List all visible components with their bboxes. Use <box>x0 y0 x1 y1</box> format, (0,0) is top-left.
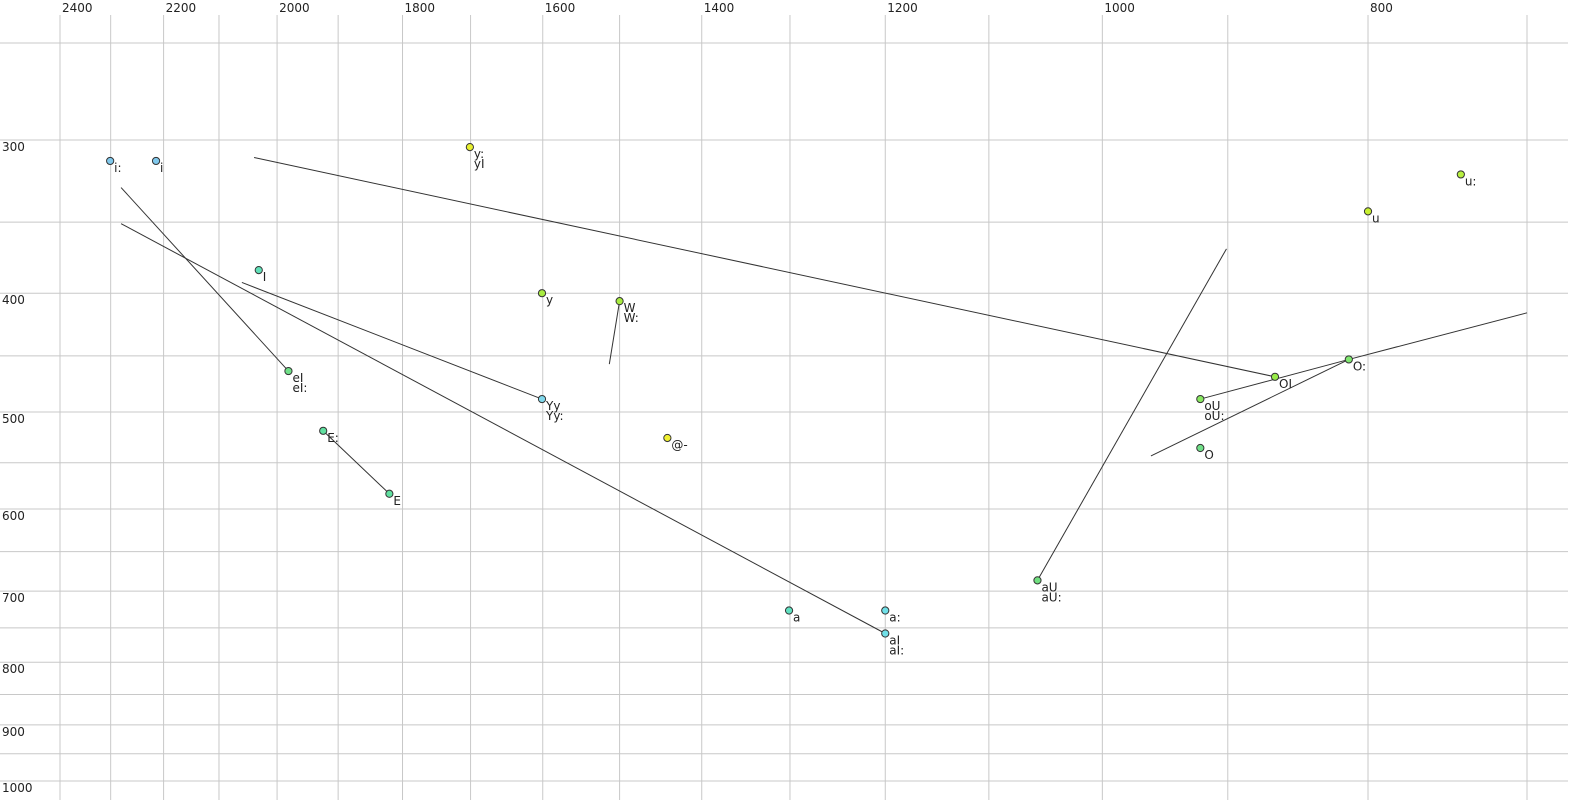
vowel-point <box>1456 170 1465 179</box>
trajectory <box>120 223 886 634</box>
trajectory <box>1037 248 1227 581</box>
vowel-label: W <box>624 301 636 315</box>
trajectory <box>253 157 1276 378</box>
vowel-point <box>319 426 328 435</box>
vowel-point <box>151 156 161 166</box>
vowel-point <box>465 143 474 152</box>
vowel-label: aI: <box>889 643 904 657</box>
y-tick-label: 700 <box>2 591 25 605</box>
vowel-label: aU <box>1041 580 1057 594</box>
vowel-label: aU: <box>1041 590 1061 604</box>
y-tick-label: 800 <box>2 662 25 676</box>
vowel-label: a <box>793 611 800 625</box>
y-tick-label: 400 <box>2 293 25 307</box>
trajectory <box>608 301 621 365</box>
trajectory <box>1150 358 1350 457</box>
y-tick-label: 900 <box>2 725 25 739</box>
vowel-label: yI <box>474 157 485 171</box>
y-tick-label: 500 <box>2 412 25 426</box>
vowel-point <box>106 156 115 166</box>
vowel-label: oU <box>1204 399 1220 413</box>
x-tick-label: 1200 <box>887 1 918 15</box>
vowel-label: oU: <box>1204 409 1224 423</box>
vowel-point <box>1196 394 1205 404</box>
vowel-label: i: <box>114 161 121 175</box>
vowel-point <box>254 265 263 275</box>
vowel-label: W: <box>624 311 639 325</box>
vowel-label: aI <box>889 633 900 647</box>
vowel-point <box>615 297 624 306</box>
vowel-label: @- <box>671 438 687 452</box>
vowel-label: E: <box>327 431 339 445</box>
x-tick-label: 1000 <box>1104 1 1135 15</box>
y-tick-label: 600 <box>2 509 25 523</box>
vowel-label: O: <box>1353 359 1366 373</box>
vowel-label: i <box>160 161 163 175</box>
vowel-point <box>1344 355 1353 364</box>
x-tick-label: 2000 <box>279 1 310 15</box>
vowel-point <box>663 433 672 443</box>
vowel-label: eI: <box>292 381 307 395</box>
vowel-label: OI <box>1279 377 1292 391</box>
x-tick-label: 1600 <box>545 1 576 15</box>
trajectory <box>322 430 390 495</box>
vowel-label: eI <box>292 371 303 385</box>
vowel-point <box>537 394 547 404</box>
x-tick-label: 1400 <box>704 1 735 15</box>
vowel-label: I <box>263 270 267 284</box>
x-tick-label: 800 <box>1370 1 1393 15</box>
vowel-point <box>385 489 394 498</box>
vowel-label: y <box>546 293 553 307</box>
trajectory <box>120 187 289 372</box>
vowel-label: E <box>393 494 401 508</box>
trajectory <box>1348 312 1528 360</box>
vowel-point <box>784 606 794 615</box>
vowel-label: u: <box>1465 174 1477 188</box>
vowel-point <box>537 289 547 298</box>
vowel-point <box>881 629 890 638</box>
y-tick-label: 300 <box>2 140 25 154</box>
vowel-label: u <box>1372 211 1380 225</box>
vowel-point <box>881 606 890 615</box>
x-tick-label: 2400 <box>62 1 93 15</box>
vowel-label: O <box>1204 448 1213 462</box>
vowel-point <box>1270 372 1280 381</box>
vowel-label: Yy <box>545 399 560 413</box>
vowel-point <box>284 366 293 376</box>
vowel-point <box>1196 443 1205 453</box>
vowel-point <box>1033 576 1042 585</box>
vowel-label: a: <box>889 611 900 625</box>
vowel-label: Yy: <box>545 409 564 423</box>
x-tick-label: 1800 <box>405 1 436 15</box>
x-tick-label: 2200 <box>166 1 197 15</box>
vowel-point <box>1363 207 1373 216</box>
trajectory <box>241 281 543 400</box>
vowel-label: y: <box>474 147 484 161</box>
y-tick-label: 1000 <box>2 781 33 795</box>
